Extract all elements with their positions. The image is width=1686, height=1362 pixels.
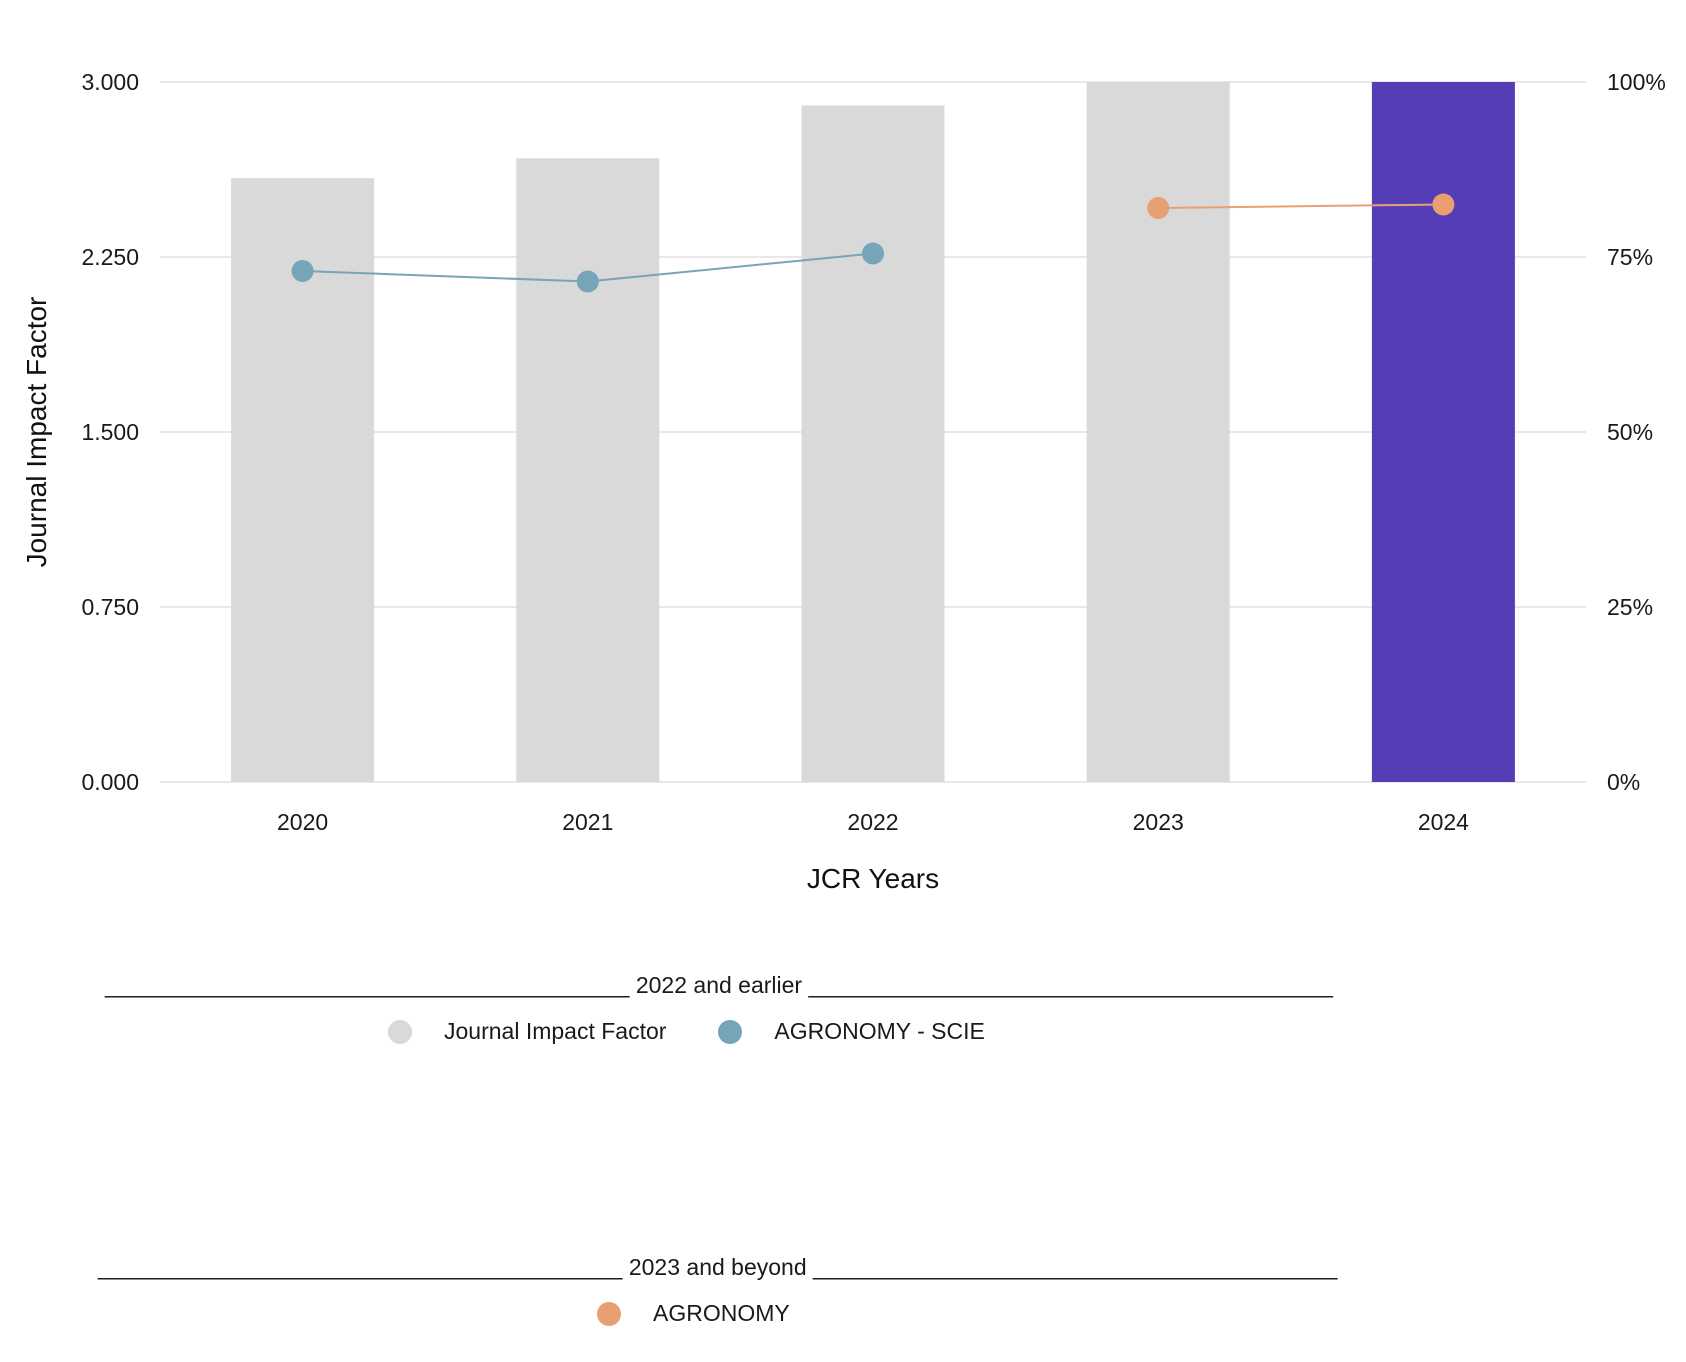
x-axis-title: JCR Years <box>807 863 939 894</box>
series-line <box>1158 203 1444 209</box>
y-tick-label: 3.000 <box>81 69 139 95</box>
series-point <box>1432 193 1455 216</box>
y-tick-label: 0.000 <box>81 769 139 795</box>
y-tick-label: 1.500 <box>81 419 139 445</box>
y-tick-label: 0.750 <box>81 594 139 620</box>
y-axis-title: Journal Impact Factor <box>21 297 52 568</box>
bar <box>516 158 660 783</box>
legend-swatch-agronomy-scie <box>718 1019 743 1044</box>
series-point <box>1147 197 1170 219</box>
x-tick-label: 2020 <box>277 809 328 835</box>
legend-item-journal-impact-factor[interactable]: Journal Impact Factor <box>388 1018 666 1045</box>
jif-chart: 0.000 0% 0.750 25% 1.500 50% 2.250 75% 3.000 100%… <box>21 69 1666 894</box>
y2-tick-label: 50% <box>1607 419 1653 445</box>
legend-item-agronomy-scie[interactable]: AGRONOMY - SCIE <box>718 1018 985 1045</box>
x-tick-label: 2022 <box>847 809 898 835</box>
bar <box>1371 82 1515 782</box>
y2-tick-label: 100% <box>1607 69 1666 95</box>
legend-label-agronomy-scie: AGRONOMY - SCIE <box>774 1018 985 1044</box>
x-tick-label: 2023 <box>1133 809 1184 835</box>
legend-group-2022: Journal Impact Factor AGRONOMY - SCIE <box>388 1018 1037 1045</box>
legend-swatch-agronomy <box>597 1301 621 1326</box>
legend-label-jif: Journal Impact Factor <box>444 1018 667 1044</box>
x-tick-label: 2024 <box>1418 809 1469 835</box>
bar <box>801 105 945 783</box>
y2-tick-label: 75% <box>1607 244 1653 270</box>
legend-group-2023-title: ________________________________________… <box>98 1254 1338 1280</box>
legend-group-2023: AGRONOMY <box>597 1300 842 1327</box>
series-point <box>862 242 884 265</box>
legend-item-agronomy[interactable]: AGRONOMY <box>597 1300 790 1327</box>
legend-swatch-jif <box>388 1019 412 1044</box>
y-tick-label: 2.250 <box>81 244 139 270</box>
x-tick-label: 2021 <box>562 809 613 835</box>
legend-group-2022-title: ________________________________________… <box>105 972 1333 998</box>
series-point <box>291 260 314 282</box>
y2-tick-label: 0% <box>1607 769 1640 795</box>
bar <box>1086 82 1230 782</box>
y2-tick-label: 25% <box>1607 594 1653 620</box>
series-point <box>576 270 599 293</box>
legend-label-agronomy: AGRONOMY <box>653 1300 790 1326</box>
